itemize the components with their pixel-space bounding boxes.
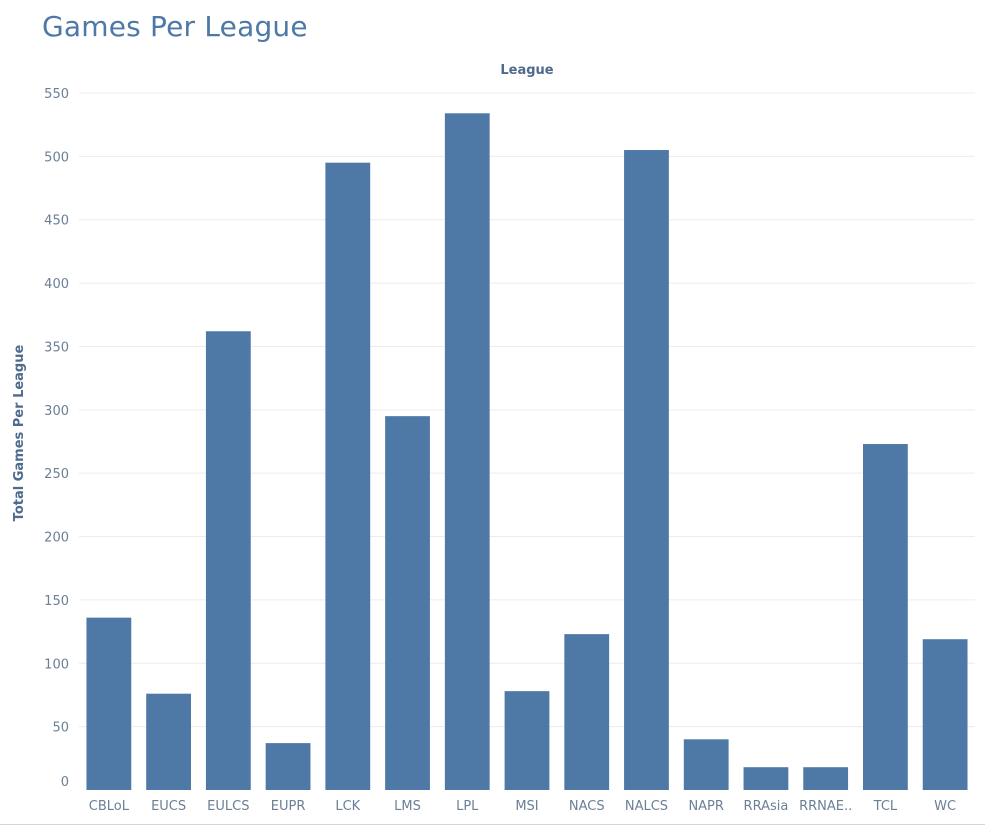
y-axis-title: Total Games Per League: [12, 345, 27, 522]
x-tick-label: WC: [934, 799, 956, 814]
x-axis-title: League: [500, 63, 553, 78]
bar-lms[interactable]: [385, 416, 430, 790]
bottom-divider: [0, 824, 985, 825]
bar-tcl[interactable]: [863, 444, 908, 790]
y-tick-label: 400: [44, 277, 69, 292]
x-tick-label: TCL: [873, 799, 898, 814]
y-tick-label: 150: [44, 594, 69, 609]
bar-rrasia[interactable]: [743, 767, 789, 790]
bar-lck[interactable]: [325, 162, 371, 790]
x-tick-label: NALCS: [625, 799, 668, 814]
bar-nalcs[interactable]: [624, 150, 669, 790]
y-tick-label: 350: [44, 340, 69, 355]
x-axis-ticks: CBLoL EUCS EULCS EUPR LCK LMS LPL MSI NACS NALCS N…: [89, 799, 956, 814]
y-tick-label: 0: [61, 775, 69, 790]
bar-eucs[interactable]: [146, 693, 191, 790]
x-tick-label: LPL: [456, 799, 479, 814]
bar-msi[interactable]: [504, 691, 550, 790]
y-axis-ticks: 0 50 100 150 200 250 300 350 400 450 500 550: [44, 87, 69, 790]
y-tick-label: 300: [44, 404, 69, 419]
y-tick-label: 500: [44, 150, 69, 165]
x-tick-label: LCK: [335, 799, 360, 814]
bar-rrnae[interactable]: [803, 767, 849, 790]
x-tick-label: RRAsia: [744, 799, 789, 814]
bar-eupr[interactable]: [265, 743, 311, 790]
bar-eulcs[interactable]: [205, 331, 251, 790]
x-tick-label: NAPR: [688, 799, 724, 814]
bar-wc[interactable]: [922, 639, 968, 790]
y-tick-label: 250: [44, 467, 69, 482]
x-tick-label: RRNAE..: [799, 799, 852, 814]
page-title: Games Per League: [42, 10, 308, 43]
bar-cblol[interactable]: [86, 617, 132, 790]
bar-napr[interactable]: [683, 739, 729, 790]
y-tick-label: 50: [52, 721, 69, 736]
y-tick-label: 200: [44, 531, 69, 546]
bars: [86, 113, 968, 790]
x-tick-label: MSI: [515, 799, 538, 814]
x-tick-label: EUPR: [271, 799, 306, 814]
bar-lpl[interactable]: [444, 113, 490, 790]
y-tick-label: 550: [44, 87, 69, 102]
x-tick-label: CBLoL: [89, 799, 130, 814]
y-tick-label: 450: [44, 214, 69, 229]
y-tick-label: 100: [44, 657, 69, 672]
bar-nacs[interactable]: [564, 634, 610, 790]
x-tick-label: LMS: [394, 799, 421, 814]
x-tick-label: EULCS: [207, 799, 249, 814]
x-tick-label: EUCS: [151, 799, 186, 814]
x-tick-label: NACS: [569, 799, 605, 814]
